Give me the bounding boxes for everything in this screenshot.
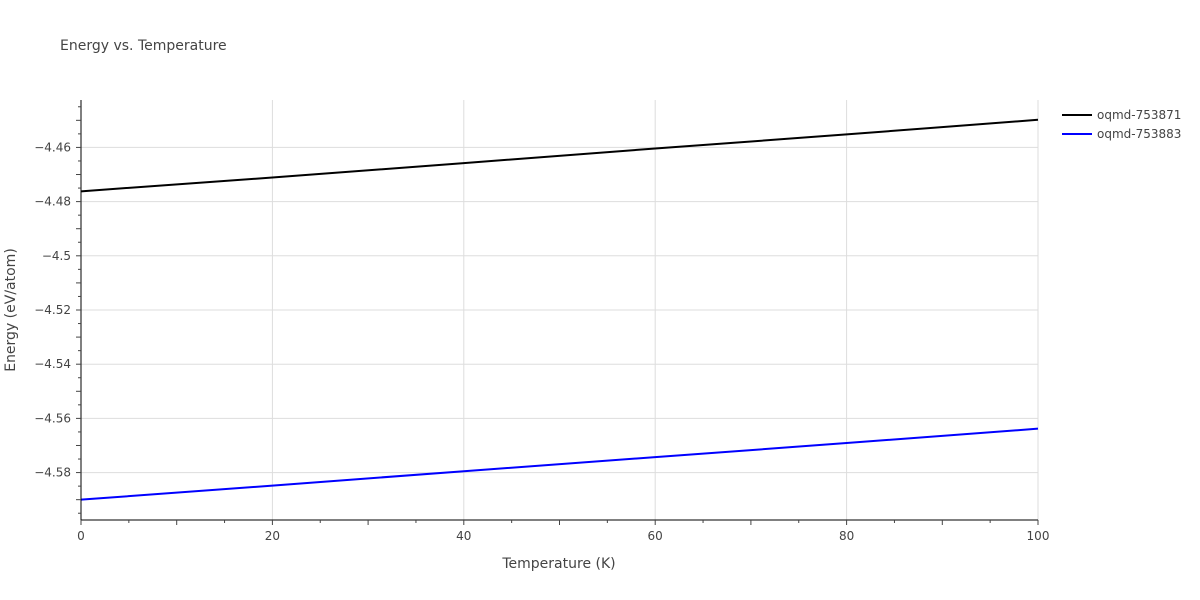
legend-label-oqmd-753871: oqmd-753871: [1097, 108, 1181, 122]
chart-title: Energy vs. Temperature: [60, 38, 227, 54]
legend: oqmd-753871 oqmd-753883: [1062, 108, 1181, 141]
grid-layer: [81, 100, 1039, 520]
x-tick-label: 20: [265, 529, 280, 543]
x-tick-label: 60: [648, 529, 663, 543]
y-tick-label: −4.5: [42, 249, 71, 263]
axes-layer: 0 20 40 60 80 100 −4.46 −4.48 −4.5 −4.52 −4.54 −4.5…: [34, 100, 1049, 543]
series-line-oqmd-753871: [80, 118, 1039, 193]
legend-label-oqmd-753883: oqmd-753883: [1097, 127, 1181, 141]
y-tick-label: −4.56: [34, 411, 71, 425]
y-tick-label: −4.46: [34, 140, 71, 154]
y-axis-title: Energy (eV/atom): [3, 248, 19, 372]
x-axis-title: Temperature (K): [501, 556, 615, 572]
y-tick-label: −4.58: [34, 466, 71, 480]
x-tick-label: 40: [456, 529, 471, 543]
y-tick-label: −4.48: [34, 195, 71, 209]
x-tick-label: 0: [77, 529, 85, 543]
x-tick-label: 100: [1027, 529, 1050, 543]
y-tick-label: −4.52: [34, 303, 71, 317]
series-line-oqmd-753883: [80, 427, 1039, 501]
series-layer: [80, 118, 1039, 501]
y-tick-label: −4.54: [34, 357, 71, 371]
x-tick-label: 80: [839, 529, 854, 543]
